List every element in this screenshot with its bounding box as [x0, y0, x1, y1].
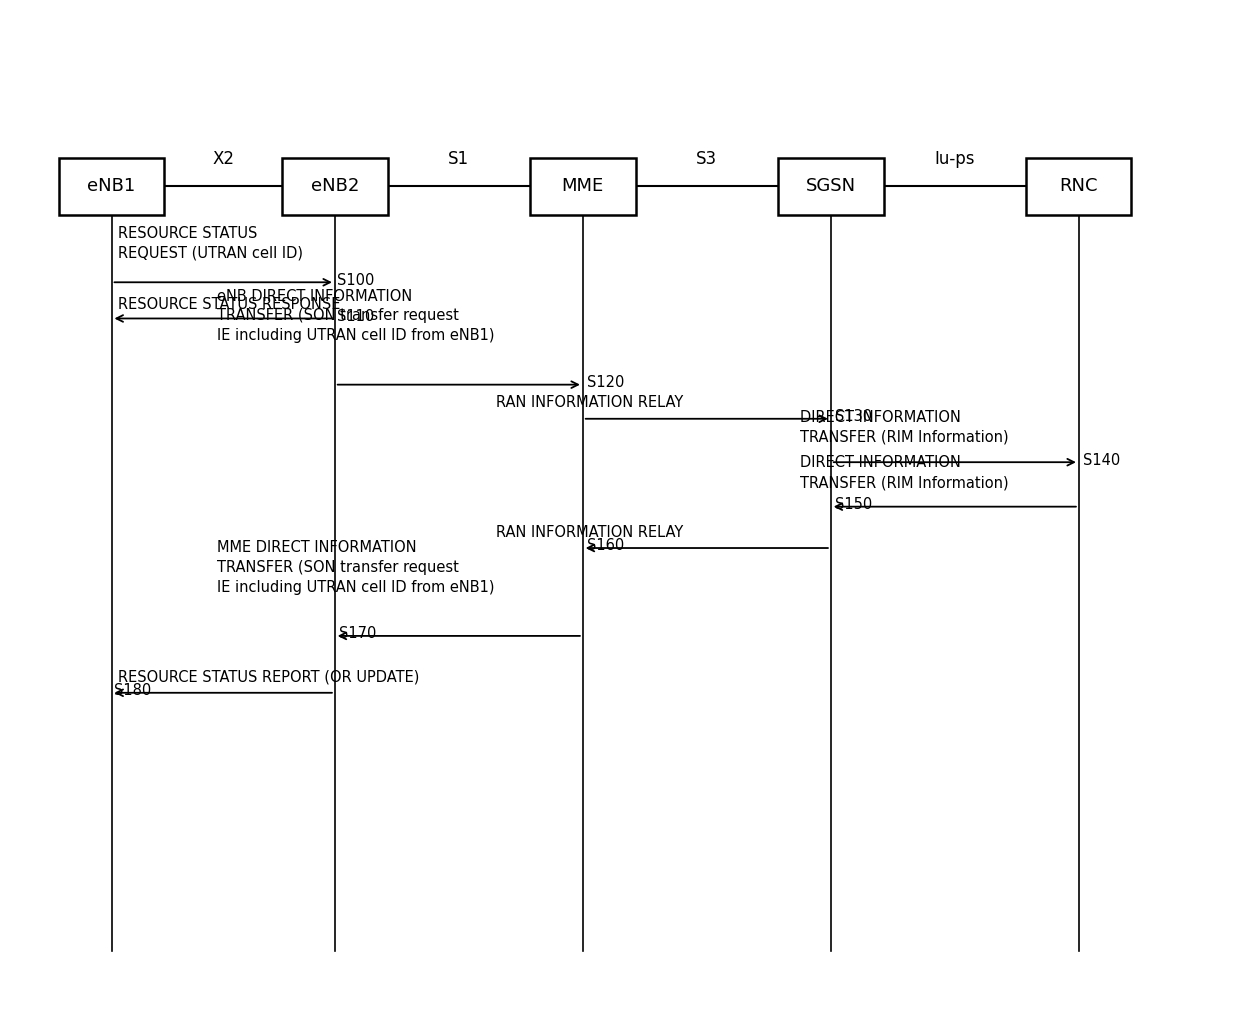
Text: eNB2: eNB2: [310, 177, 360, 195]
Text: S120: S120: [587, 375, 624, 390]
Text: MME DIRECT INFORMATION
TRANSFER (SON transfer request
IE including UTRAN cell ID: MME DIRECT INFORMATION TRANSFER (SON tra…: [217, 540, 495, 595]
Text: eNB DIRECT INFORMATION
TRANSFER (SON transfer request
IE including UTRAN cell ID: eNB DIRECT INFORMATION TRANSFER (SON tra…: [217, 288, 495, 343]
Text: S160: S160: [587, 539, 624, 553]
Text: MME: MME: [562, 177, 604, 195]
Text: SGSN: SGSN: [806, 177, 856, 195]
Text: S140: S140: [1083, 453, 1120, 467]
Text: Iu-ps: Iu-ps: [935, 150, 975, 168]
Text: eNB1: eNB1: [88, 177, 135, 195]
Text: S110: S110: [337, 309, 374, 324]
Bar: [779, 158, 883, 215]
Text: S3: S3: [696, 150, 718, 168]
Bar: [1025, 158, 1131, 215]
Text: RESOURCE STATUS RESPONSE: RESOURCE STATUS RESPONSE: [118, 297, 340, 312]
Bar: [283, 158, 387, 215]
Text: S1: S1: [448, 150, 470, 168]
Text: S180: S180: [114, 683, 151, 698]
Text: S130: S130: [835, 409, 872, 424]
Text: RAN INFORMATION RELAY: RAN INFORMATION RELAY: [496, 395, 683, 410]
Text: RESOURCE STATUS REPORT (OR UPDATE): RESOURCE STATUS REPORT (OR UPDATE): [118, 669, 419, 685]
Text: X2: X2: [212, 150, 234, 168]
Text: RESOURCE STATUS
REQUEST (UTRAN cell ID): RESOURCE STATUS REQUEST (UTRAN cell ID): [118, 225, 303, 261]
Text: S170: S170: [339, 627, 376, 641]
Text: DIRECT INFORMATION
TRANSFER (RIM Information): DIRECT INFORMATION TRANSFER (RIM Informa…: [800, 455, 1008, 490]
Bar: [531, 158, 635, 215]
Text: RAN INFORMATION RELAY: RAN INFORMATION RELAY: [496, 524, 683, 540]
Text: RNC: RNC: [1059, 177, 1099, 195]
Text: DIRECT INFORMATION
TRANSFER (RIM Information): DIRECT INFORMATION TRANSFER (RIM Informa…: [800, 409, 1008, 445]
Text: S100: S100: [337, 273, 374, 287]
Text: S150: S150: [835, 497, 872, 512]
Bar: [58, 158, 164, 215]
